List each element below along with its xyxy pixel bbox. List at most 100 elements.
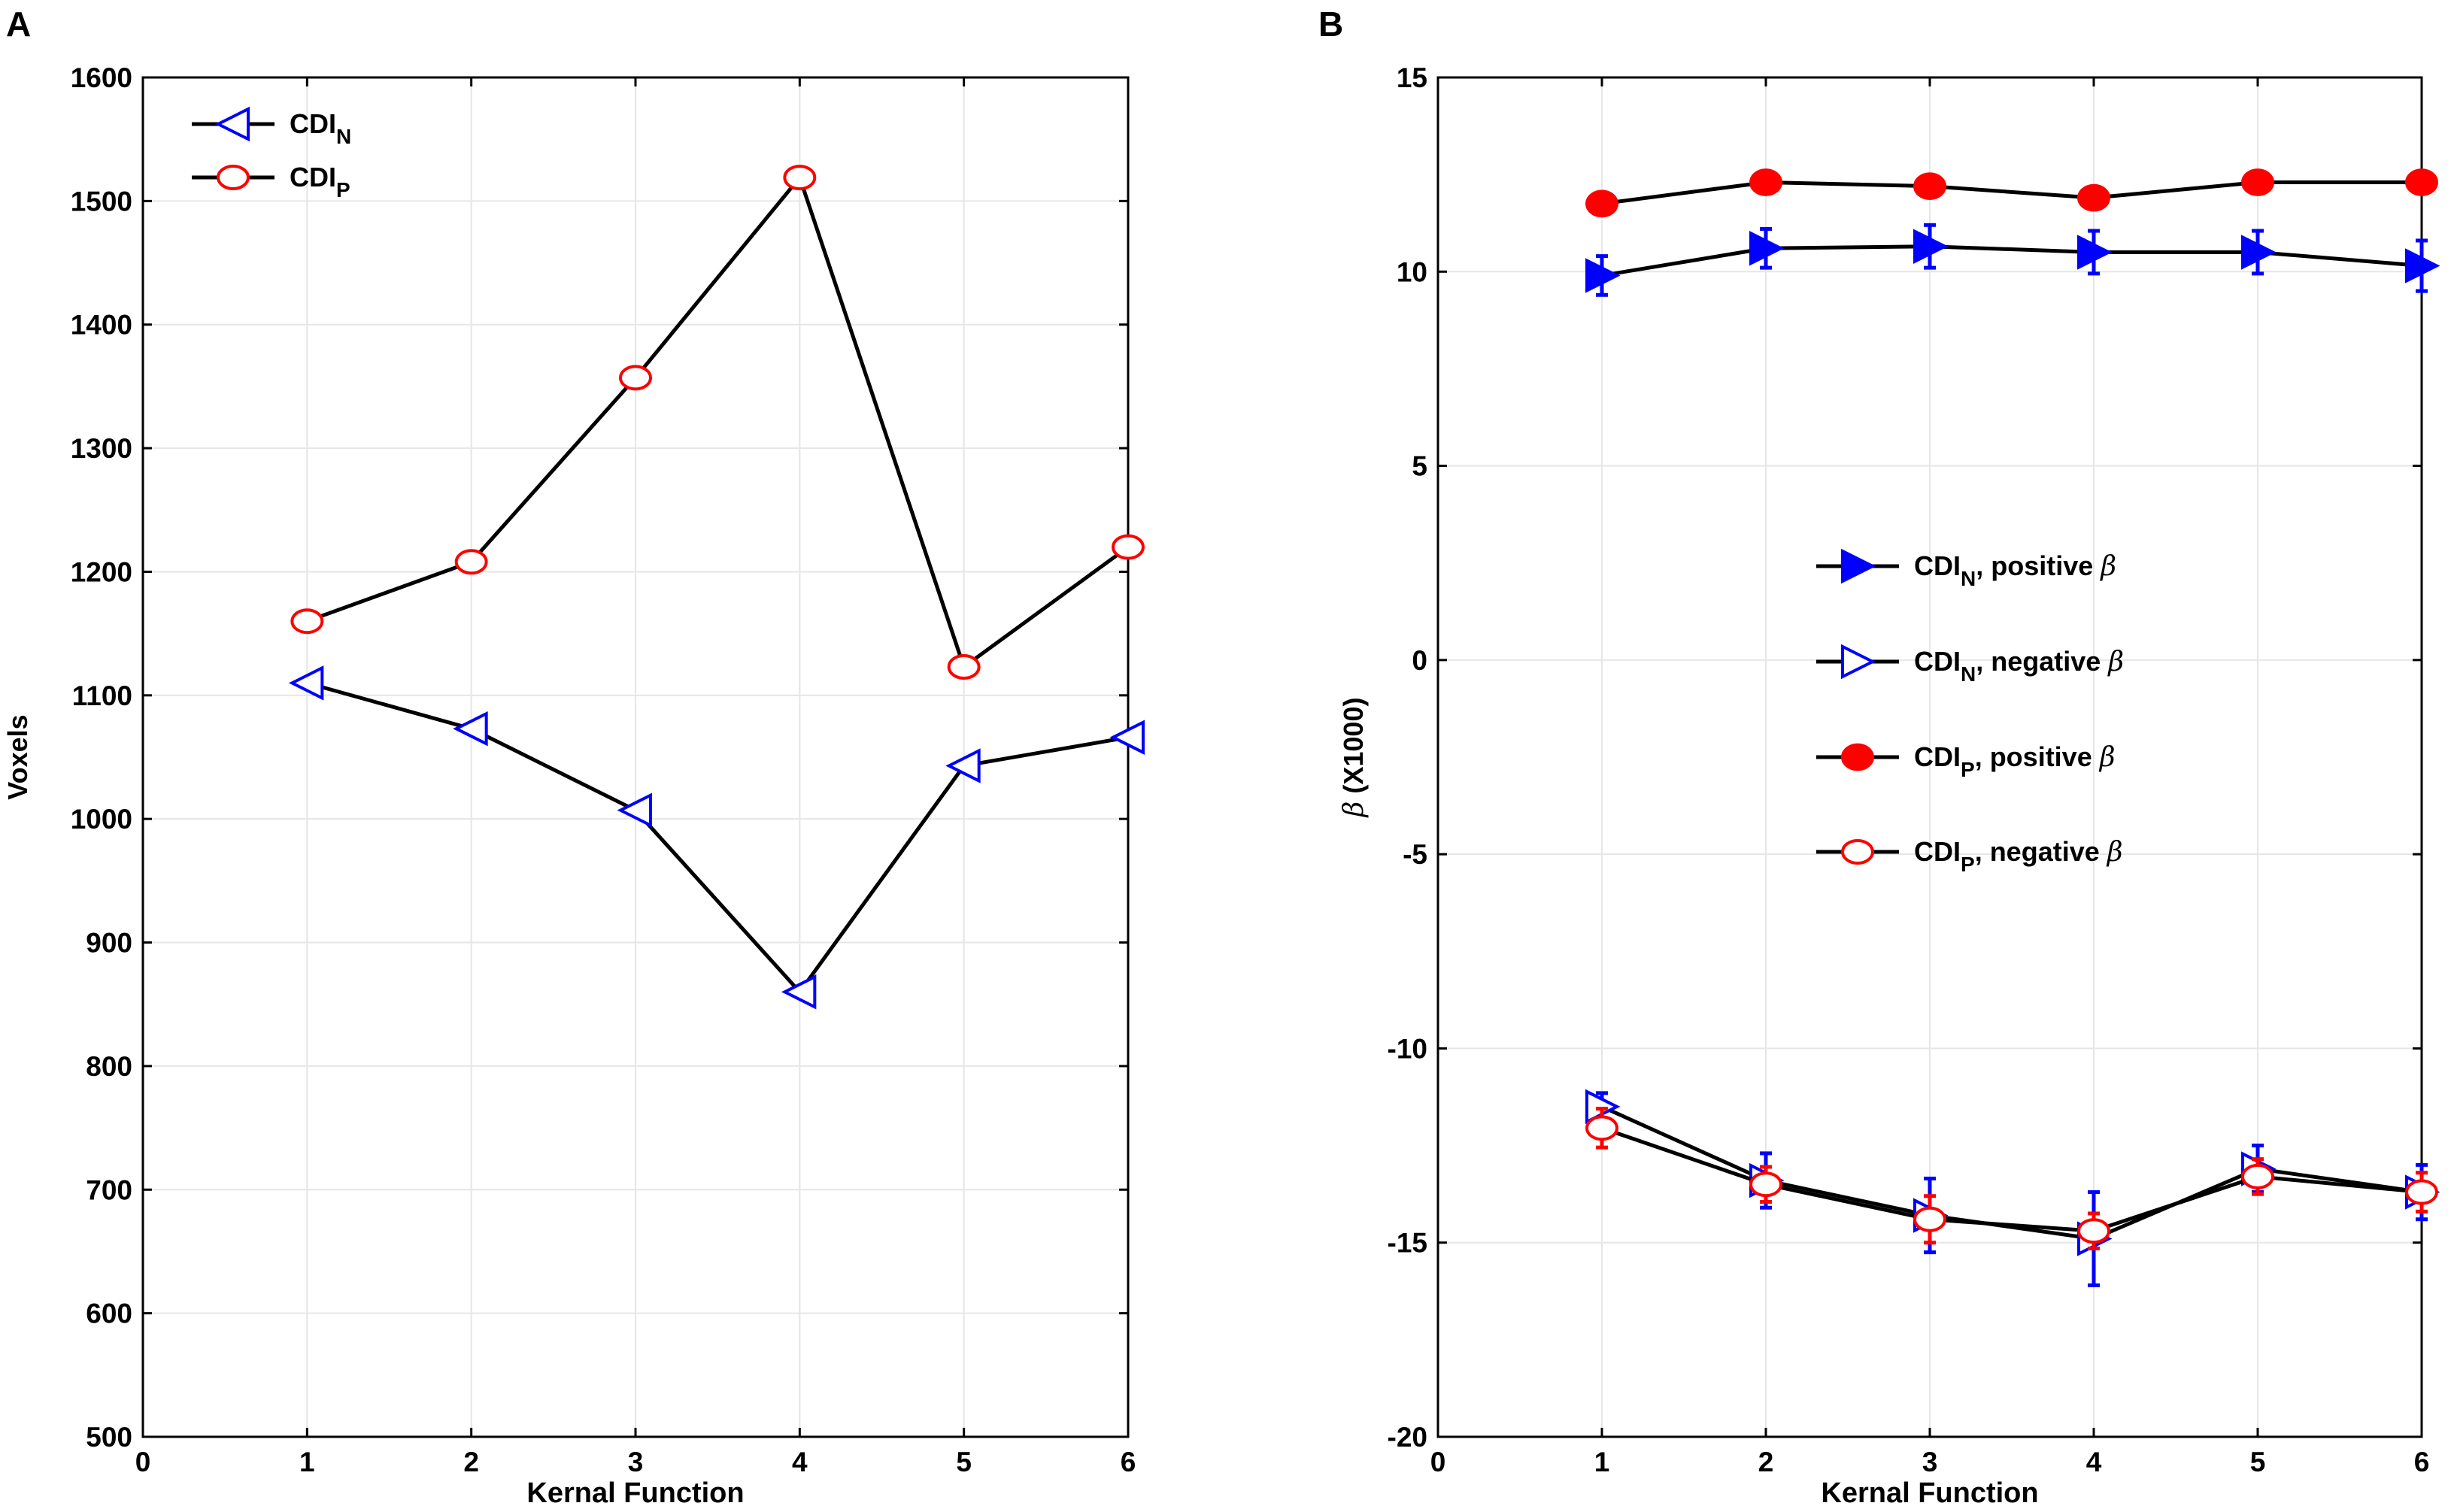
y-tick-label: 1600 bbox=[71, 62, 132, 93]
panel-b-y-axis-label: β (X1000) bbox=[1338, 698, 1370, 819]
panel-a-series bbox=[288, 165, 1145, 1010]
data-point bbox=[2077, 1218, 2110, 1244]
y-tick-label: -15 bbox=[1388, 1228, 1427, 1259]
legend-marker bbox=[1841, 644, 1876, 680]
x-tick-label: 6 bbox=[2414, 1447, 2430, 1477]
data-point bbox=[617, 792, 652, 828]
panel-b-x-ticks: 0 1 2 3 4 5 6 bbox=[1430, 77, 2430, 1477]
data-point bbox=[2241, 1163, 2274, 1189]
y-tick-label: 900 bbox=[86, 928, 132, 959]
legend-label-subscript: P bbox=[1961, 853, 1975, 876]
data-point bbox=[2405, 248, 2440, 283]
legend-entry-1: CDIN, negative β bbox=[1816, 644, 2124, 686]
data-point bbox=[454, 549, 488, 575]
legend-entry-0: CDIN bbox=[192, 106, 351, 148]
y-tick-label: 0 bbox=[1412, 645, 1427, 676]
x-tick-label: 4 bbox=[2086, 1447, 2102, 1477]
legend-label-suffix: , negative bbox=[1975, 836, 2107, 867]
legend-label-beta: β bbox=[2107, 647, 2124, 677]
x-tick-label: 5 bbox=[2250, 1447, 2266, 1477]
data-point bbox=[1749, 231, 1785, 266]
data-point bbox=[2405, 1179, 2438, 1205]
data-point bbox=[1585, 1115, 1618, 1141]
series-0 bbox=[288, 665, 1145, 1010]
series-1 bbox=[290, 165, 1145, 680]
x-tick-label: 4 bbox=[792, 1447, 808, 1477]
legend-label-subscript: P bbox=[1961, 758, 1975, 781]
data-point bbox=[453, 711, 488, 747]
y-tick-label: 600 bbox=[86, 1298, 132, 1329]
panel-a-y-ticks: 500 600 700 800 900 1000 1100 1200 1300 1400 1500 1… bbox=[71, 62, 1128, 1453]
data-point bbox=[288, 665, 324, 701]
series-line bbox=[1601, 1126, 2422, 1233]
y-tick-label: 1100 bbox=[72, 680, 132, 711]
legend-marker bbox=[217, 165, 250, 190]
panel-a-label: A bbox=[6, 5, 31, 44]
legend-marker bbox=[1841, 743, 1874, 771]
series-line bbox=[306, 174, 1130, 671]
panel-a-gridlines bbox=[143, 77, 1128, 1437]
data-point bbox=[2077, 235, 2113, 270]
panel-a-x-ticks: 0 1 2 3 4 5 6 bbox=[135, 77, 1136, 1477]
panel-b-y-axis-label-text: (X1000) bbox=[1338, 698, 1369, 801]
series-line bbox=[306, 680, 1129, 995]
data-point bbox=[2241, 235, 2277, 270]
x-tick-label: 2 bbox=[1758, 1447, 1774, 1477]
data-point bbox=[619, 365, 652, 391]
series-line bbox=[1601, 180, 2422, 206]
legend-label-beta: β bbox=[2099, 551, 2116, 582]
x-tick-label: 2 bbox=[463, 1447, 479, 1477]
x-tick-label: 0 bbox=[1430, 1447, 1446, 1477]
panel-a-y-axis-label: Voxels bbox=[2, 714, 33, 799]
x-tick-label: 1 bbox=[1594, 1447, 1610, 1477]
data-point bbox=[1112, 534, 1145, 560]
data-point bbox=[2077, 183, 2110, 212]
legend-marker bbox=[214, 106, 250, 142]
y-tick-label: 15 bbox=[1397, 62, 1427, 93]
data-point bbox=[1585, 189, 1618, 218]
x-tick-label: 6 bbox=[1121, 1447, 1136, 1477]
panel-b: B -20 -15 -10 -5 0 5 10 15 0 1 2 3 4 5 6 Kernal Funct… bbox=[1318, 5, 2440, 1509]
legend-label-name: CDI bbox=[290, 108, 336, 139]
y-tick-label: 700 bbox=[86, 1174, 132, 1205]
data-point bbox=[1749, 168, 1782, 196]
legend-label-suffix: , positive bbox=[1976, 550, 2101, 581]
y-tick-label: -10 bbox=[1388, 1033, 1427, 1064]
panel-a-legend: CDIN CDIP bbox=[192, 106, 351, 201]
x-tick-label: 3 bbox=[1922, 1447, 1938, 1477]
x-tick-label: 0 bbox=[135, 1447, 151, 1477]
data-point bbox=[1585, 258, 1621, 293]
y-tick-label: 1300 bbox=[71, 433, 132, 464]
legend-label-subscript: N bbox=[336, 125, 351, 148]
series-0 bbox=[1585, 223, 2440, 297]
panel-b-label: B bbox=[1318, 5, 1343, 44]
legend-label-suffix: , positive bbox=[1975, 741, 2100, 772]
panel-a-x-axis-label: Kernal Function bbox=[526, 1477, 744, 1509]
legend-label-subscript: N bbox=[1961, 662, 1976, 686]
y-tick-label: -20 bbox=[1388, 1422, 1427, 1453]
panel-a: A 50060070080090010001100120013001400150… bbox=[2, 5, 1145, 1509]
legend-label: CDIP, negative β bbox=[1914, 836, 2123, 876]
series-2 bbox=[1585, 168, 2438, 218]
x-tick-label: 1 bbox=[299, 1447, 315, 1477]
legend-entry-0: CDIN, positive β bbox=[1816, 548, 2116, 590]
series-line bbox=[1601, 244, 2422, 277]
panel-b-x-axis-label: Kernal Function bbox=[1821, 1477, 2038, 1509]
y-tick-label: 1400 bbox=[71, 310, 132, 341]
panel-b-y-axis-label-symbol: β bbox=[1339, 801, 1370, 819]
y-tick-label: 10 bbox=[1397, 256, 1427, 287]
data-point bbox=[1913, 172, 1946, 201]
legend-label: CDIP bbox=[290, 162, 350, 201]
data-point bbox=[947, 654, 981, 680]
data-point bbox=[783, 165, 817, 191]
data-point bbox=[1913, 229, 1949, 264]
y-tick-label: 1200 bbox=[71, 556, 132, 587]
legend-label-name: CDI bbox=[1914, 550, 1961, 581]
legend-entry-1: CDIP bbox=[192, 162, 350, 201]
legend-label-beta: β bbox=[2106, 837, 2123, 868]
legend-marker bbox=[1841, 548, 1876, 584]
legend-label-name: CDI bbox=[1914, 836, 1961, 867]
legend-label: CDIN, positive β bbox=[1914, 550, 2116, 590]
legend-label-name: CDI bbox=[1914, 741, 1961, 772]
